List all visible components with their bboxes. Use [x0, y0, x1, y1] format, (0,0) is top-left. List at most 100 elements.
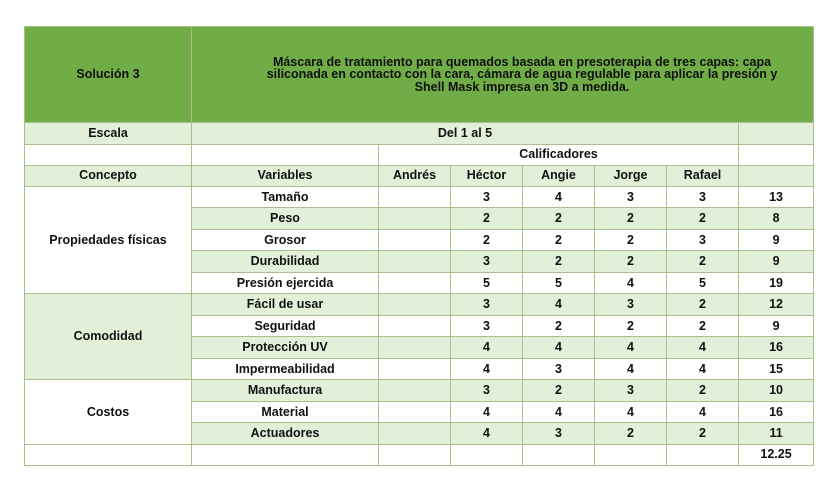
score-cell: 4 [594, 400, 667, 423]
table-row: Grosor 2 2 2 3 9 [24, 228, 815, 251]
graders-label: Calificadores [378, 143, 739, 166]
score-cell [378, 250, 451, 273]
row-total-cell: 8 [737, 207, 815, 230]
score-cell: 3 [522, 422, 595, 445]
score-cell: 2 [594, 207, 667, 230]
empty-cell [666, 443, 739, 466]
empty-cell [191, 443, 379, 466]
row-total-cell: 10 [737, 379, 815, 402]
score-cell: 4 [666, 357, 739, 380]
table-row: Impermeabilidad 4 3 4 4 15 [24, 357, 815, 380]
header-row: Concepto Variables Andrés Héctor Angie J… [24, 164, 815, 187]
empty-cell [594, 443, 667, 466]
row-total-cell: 9 [737, 250, 815, 273]
score-cell: 4 [450, 422, 523, 445]
score-cell: 5 [522, 271, 595, 294]
scale-value: Del 1 al 5 [191, 122, 739, 145]
score-cell: 4 [522, 400, 595, 423]
score-cell [378, 185, 451, 208]
header-total-empty [737, 164, 815, 187]
grand-total-value: 12.25 [737, 443, 815, 466]
score-cell: 3 [450, 185, 523, 208]
score-cell [378, 400, 451, 423]
page-title: Máscara de tratamiento para quemados bas… [190, 26, 815, 123]
variable-cell: Actuadores [191, 422, 379, 445]
table-row: Durabilidad 3 2 2 2 9 [24, 250, 815, 273]
scale-label: Escala [24, 122, 192, 145]
score-cell [378, 314, 451, 337]
score-cell: 2 [522, 250, 595, 273]
score-cell: 5 [450, 271, 523, 294]
empty-cell [24, 443, 192, 466]
row-total-cell: 9 [737, 314, 815, 337]
header-grader: Angie [522, 164, 595, 187]
score-cell: 2 [666, 293, 739, 316]
score-cell: 2 [522, 314, 595, 337]
variable-cell: Grosor [191, 228, 379, 251]
row-total-cell: 19 [737, 271, 815, 294]
variable-cell: Presión ejercida [191, 271, 379, 294]
score-cell: 2 [450, 207, 523, 230]
score-cell: 3 [450, 293, 523, 316]
score-cell: 2 [594, 250, 667, 273]
score-cell: 2 [522, 379, 595, 402]
score-cell [378, 357, 451, 380]
empty-cell [24, 143, 192, 166]
table-row: Costos Manufactura 3 2 3 2 10 [24, 379, 815, 445]
row-total-cell: 12 [737, 293, 815, 316]
title-text: Máscara de tratamiento para quemados bas… [266, 54, 778, 94]
empty-cell [450, 443, 523, 466]
score-cell: 2 [666, 422, 739, 445]
score-cell: 4 [522, 336, 595, 359]
score-cell: 3 [666, 185, 739, 208]
variable-cell: Tamaño [191, 185, 379, 208]
title-row: Solución 3 Máscara de tratamiento para q… [24, 26, 815, 123]
variable-cell: Impermeabilidad [191, 357, 379, 380]
score-cell: 4 [522, 293, 595, 316]
row-total-cell: 9 [737, 228, 815, 251]
solution-label: Solución 3 [24, 26, 192, 123]
score-cell: 3 [594, 379, 667, 402]
score-cell: 2 [594, 228, 667, 251]
table-row: Material 4 4 4 4 16 [24, 400, 815, 423]
concept-cell: Costos [24, 379, 192, 445]
score-cell [378, 422, 451, 445]
score-cell: 3 [450, 379, 523, 402]
row-total-cell: 11 [737, 422, 815, 445]
graders-row: Calificadores [24, 143, 815, 166]
variable-cell: Fácil de usar [191, 293, 379, 316]
score-cell: 4 [450, 400, 523, 423]
variable-cell: Material [191, 400, 379, 423]
score-cell: 2 [594, 314, 667, 337]
header-grader: Héctor [450, 164, 523, 187]
score-cell: 3 [522, 357, 595, 380]
score-cell [378, 336, 451, 359]
score-cell: 2 [450, 228, 523, 251]
table-row: Seguridad 3 2 2 2 9 [24, 314, 815, 337]
score-cell [378, 228, 451, 251]
score-cell [378, 207, 451, 230]
score-cell: 3 [450, 314, 523, 337]
score-cell: 4 [666, 336, 739, 359]
row-total-cell: 13 [737, 185, 815, 208]
score-cell [378, 379, 451, 402]
score-cell: 4 [594, 357, 667, 380]
variable-cell: Manufactura [191, 379, 379, 402]
row-total-cell: 16 [737, 400, 815, 423]
score-cell: 2 [594, 422, 667, 445]
score-cell: 2 [666, 250, 739, 273]
score-cell: 5 [666, 271, 739, 294]
score-cell: 4 [594, 271, 667, 294]
score-cell: 4 [594, 336, 667, 359]
score-cell: 4 [450, 336, 523, 359]
score-cell: 2 [666, 207, 739, 230]
score-cell: 3 [594, 293, 667, 316]
row-total-cell: 16 [737, 336, 815, 359]
header-grader: Andrés [378, 164, 451, 187]
header-variables: Variables [191, 164, 379, 187]
empty-cell [378, 443, 451, 466]
row-total-cell: 15 [737, 357, 815, 380]
evaluation-table: Solución 3 Máscara de tratamiento para q… [24, 26, 815, 466]
grand-total-row: 12.25 [24, 443, 815, 466]
score-cell: 2 [522, 228, 595, 251]
